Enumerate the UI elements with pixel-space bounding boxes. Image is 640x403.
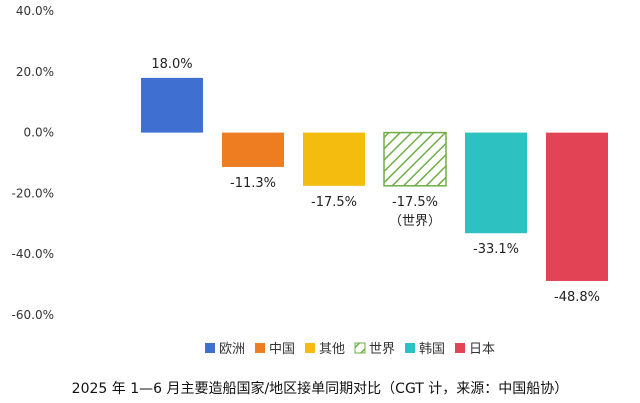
legend-swatch bbox=[405, 343, 415, 353]
y-tick-label: 40.0% bbox=[16, 4, 54, 18]
legend-entry: 韩国 bbox=[419, 342, 445, 357]
legend-swatch bbox=[255, 343, 265, 353]
y-tick-label: 20.0% bbox=[16, 65, 54, 79]
legend-swatch bbox=[354, 342, 366, 354]
legend-entry: 日本 bbox=[469, 342, 495, 357]
legend-swatch bbox=[455, 343, 465, 353]
bar-2 bbox=[222, 132, 284, 167]
bar-6 bbox=[546, 132, 608, 281]
y-tick-label: -40.0% bbox=[12, 247, 54, 261]
legend-swatch bbox=[205, 343, 215, 353]
data-label: -33.1% bbox=[473, 242, 519, 257]
data-label: 18.0% bbox=[151, 57, 192, 72]
y-tick-label: -60.0% bbox=[12, 308, 54, 322]
data-sublabel: （世界） bbox=[389, 214, 441, 229]
legend-entry: 中国 bbox=[269, 342, 295, 357]
legend-entry: 世界 bbox=[369, 342, 395, 357]
bar-5 bbox=[465, 132, 527, 234]
legend-swatch bbox=[305, 343, 315, 353]
bar-chart: 40.0% 20.0% 0.0% -20.0% -40.0% -60.0% 18.0% -1… bbox=[12, 4, 608, 357]
bar-1 bbox=[141, 77, 203, 133]
bar-4 bbox=[383, 131, 447, 187]
chart-caption: 2025 年 1—6 月主要造船国家/地区接单同期对比（CGT 计，来源：中国船… bbox=[71, 381, 569, 397]
legend-entry: 欧洲 bbox=[219, 342, 245, 357]
data-label: -17.5% bbox=[311, 195, 357, 210]
data-label: -48.8% bbox=[554, 290, 600, 305]
data-label: -11.3% bbox=[230, 176, 276, 191]
data-label: -17.5% bbox=[392, 195, 438, 210]
bar-3 bbox=[303, 132, 365, 186]
y-tick-label: -20.0% bbox=[12, 186, 54, 200]
y-tick-label: 0.0% bbox=[24, 126, 55, 140]
legend-entry: 其他 bbox=[319, 342, 345, 357]
